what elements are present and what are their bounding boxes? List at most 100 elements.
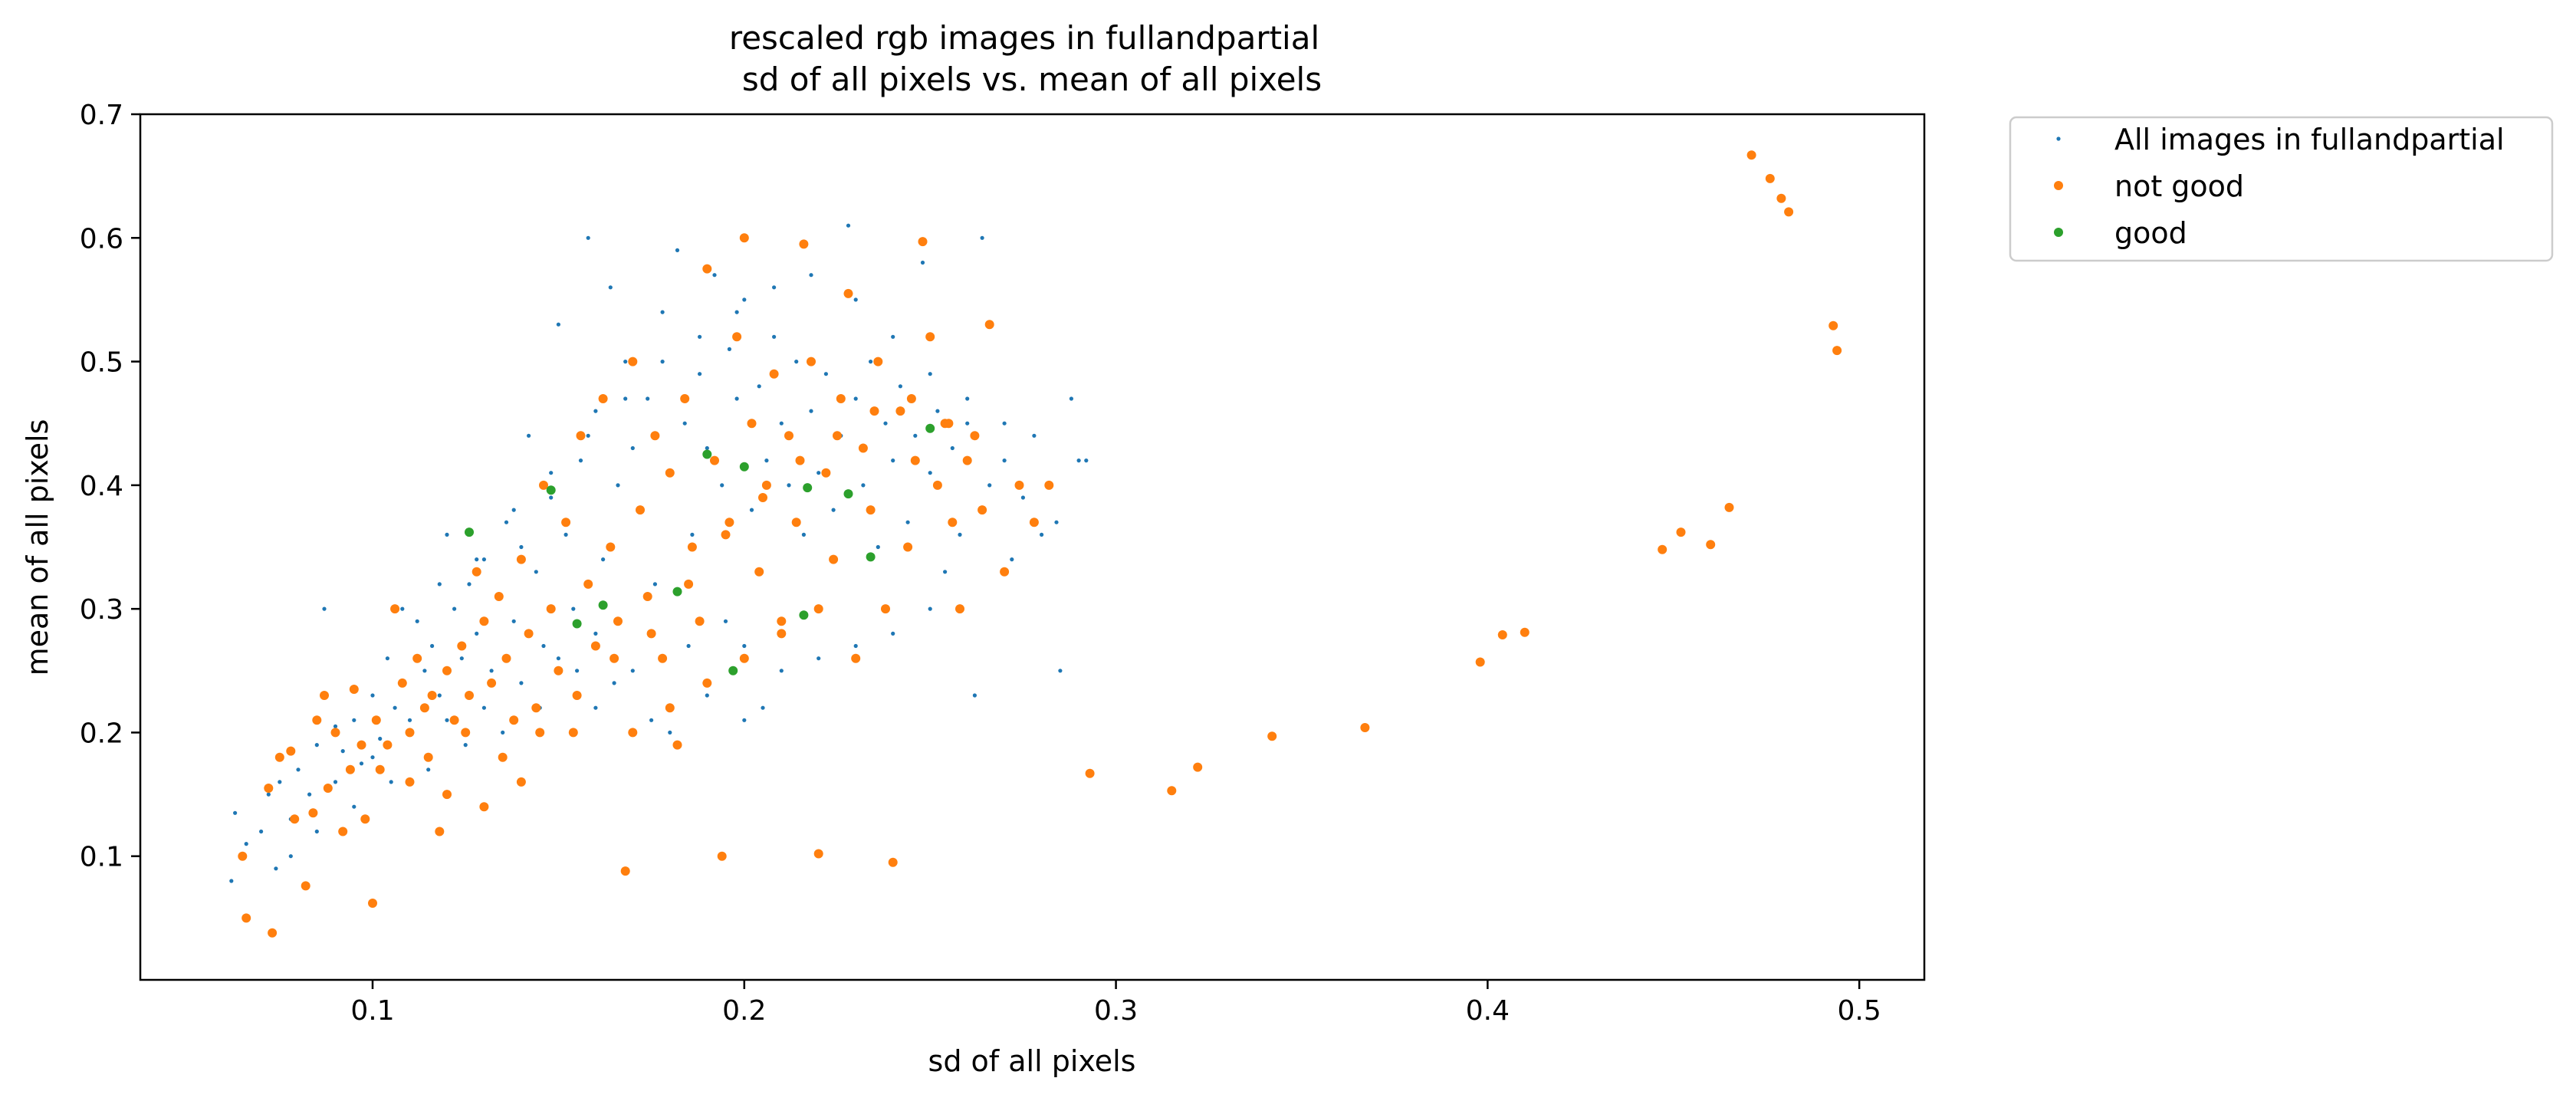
point-not-good-61	[680, 394, 690, 403]
point-all-images-in-fullandpartial-37	[534, 570, 538, 574]
point-not-good-132	[684, 579, 694, 589]
point-all-images-in-fullandpartial-44	[586, 235, 590, 240]
point-not-good-6	[290, 814, 300, 824]
point-all-images-in-fullandpartial-41	[564, 532, 568, 537]
point-not-good-143	[516, 777, 526, 787]
point-all-images-in-fullandpartial-62	[720, 483, 724, 488]
point-all-images-in-fullandpartial-84	[883, 421, 888, 426]
point-good-8	[799, 610, 809, 620]
point-all-images-in-fullandpartial-17	[385, 656, 389, 661]
point-not-good-75	[784, 431, 794, 441]
point-all-images-in-fullandpartial-81	[861, 483, 866, 488]
point-good-4	[672, 587, 682, 597]
point-all-images-in-fullandpartial-54	[660, 310, 665, 314]
point-not-good-114	[1520, 627, 1530, 637]
point-not-good-142	[479, 802, 489, 812]
point-all-images-in-fullandpartial-142	[1002, 458, 1007, 463]
point-all-images-in-fullandpartial-153	[556, 656, 561, 661]
point-all-images-in-fullandpartial-130	[549, 471, 554, 475]
point-not-good-67	[724, 518, 734, 527]
point-not-good-45	[561, 518, 571, 527]
point-all-images-in-fullandpartial-70	[779, 421, 784, 426]
plot-area	[229, 150, 1842, 938]
point-all-images-in-fullandpartial-121	[389, 780, 393, 784]
point-not-good-146	[702, 678, 712, 688]
chart-title: rescaled rgb images in fullandpartial	[729, 19, 1319, 57]
point-all-images-in-fullandpartial-107	[1084, 458, 1089, 463]
legend-marker-not-good	[2054, 181, 2063, 190]
point-all-images-in-fullandpartial-36	[527, 433, 531, 438]
point-not-good-81	[829, 554, 839, 564]
point-not-good-138	[906, 394, 916, 403]
point-all-images-in-fullandpartial-50	[630, 445, 635, 451]
point-not-good-118	[1724, 502, 1734, 512]
point-all-images-in-fullandpartial-155	[481, 705, 487, 710]
point-all-images-in-fullandpartial-4	[266, 792, 271, 797]
point-not-good-43	[546, 604, 556, 614]
x-tick-label: 0.3	[1094, 995, 1138, 1027]
point-all-images-in-fullandpartial-75	[816, 471, 821, 475]
point-not-good-95	[932, 480, 942, 490]
point-not-good-56	[642, 592, 652, 601]
point-all-images-in-fullandpartial-112	[668, 730, 672, 735]
point-not-good-12	[330, 728, 340, 738]
point-not-good-5	[286, 746, 296, 756]
point-not-good-102	[984, 320, 994, 330]
y-tick-label: 0.3	[80, 594, 123, 626]
point-all-images-in-fullandpartial-133	[660, 360, 665, 364]
point-not-good-65	[710, 455, 719, 465]
point-not-good-51	[606, 542, 616, 552]
point-not-good-30	[449, 715, 459, 725]
point-all-images-in-fullandpartial-30	[481, 557, 487, 562]
point-not-good-80	[821, 468, 831, 478]
point-all-images-in-fullandpartial-103	[1040, 532, 1044, 537]
point-all-images-in-fullandpartial-73	[801, 532, 806, 537]
point-not-good-112	[1475, 657, 1485, 667]
point-not-good-38	[509, 715, 519, 725]
point-all-images-in-fullandpartial-122	[352, 804, 356, 809]
point-all-images-in-fullandpartial-100	[1010, 557, 1014, 562]
point-not-good-103	[1000, 567, 1010, 577]
point-all-images-in-fullandpartial-152	[593, 631, 598, 636]
point-not-good-147	[739, 653, 749, 663]
point-all-images-in-fullandpartial-134	[698, 334, 702, 339]
point-all-images-in-fullandpartial-140	[928, 372, 932, 376]
point-all-images-in-fullandpartial-116	[575, 669, 580, 673]
point-not-good-140	[405, 777, 415, 787]
point-not-good-13	[338, 827, 348, 836]
point-all-images-in-fullandpartial-3	[259, 829, 264, 834]
point-all-images-in-fullandpartial-76	[823, 372, 828, 376]
point-not-good-68	[732, 332, 742, 342]
point-not-good-31	[457, 641, 467, 651]
point-not-good-120	[1765, 173, 1775, 183]
point-all-images-in-fullandpartial-113	[649, 718, 654, 722]
series-all-images-in-fullandpartial	[229, 223, 1089, 883]
point-not-good-63	[695, 616, 705, 626]
point-not-good-144	[628, 728, 638, 738]
point-all-images-in-fullandpartial-145	[853, 643, 858, 649]
point-good-2	[572, 619, 582, 629]
point-not-good-94	[925, 332, 935, 342]
point-all-images-in-fullandpartial-68	[764, 458, 769, 463]
point-not-good-85	[858, 443, 868, 453]
point-not-good-124	[1832, 346, 1842, 356]
point-not-good-22	[390, 604, 400, 614]
point-all-images-in-fullandpartial-148	[742, 643, 747, 649]
point-not-good-33	[472, 567, 481, 577]
y-axis-ticks: 0.1 0.2 0.3 0.4 0.5 0.6 0.7	[80, 100, 140, 873]
x-tick-label: 0.4	[1466, 995, 1510, 1027]
y-tick-label: 0.7	[80, 100, 123, 131]
point-not-good-46	[568, 728, 578, 738]
point-all-images-in-fullandpartial-66	[749, 508, 754, 512]
point-all-images-in-fullandpartial-16	[378, 736, 383, 741]
point-all-images-in-fullandpartial-42	[571, 606, 576, 611]
point-not-good-137	[869, 406, 879, 416]
point-all-images-in-fullandpartial-139	[891, 334, 895, 339]
point-all-images-in-fullandpartial-87	[905, 520, 910, 524]
point-not-good-139	[944, 419, 954, 429]
point-all-images-in-fullandpartial-146	[816, 656, 821, 661]
point-all-images-in-fullandpartial-77	[831, 508, 836, 512]
point-all-images-in-fullandpartial-74	[809, 409, 813, 413]
point-not-good-9	[312, 715, 322, 725]
